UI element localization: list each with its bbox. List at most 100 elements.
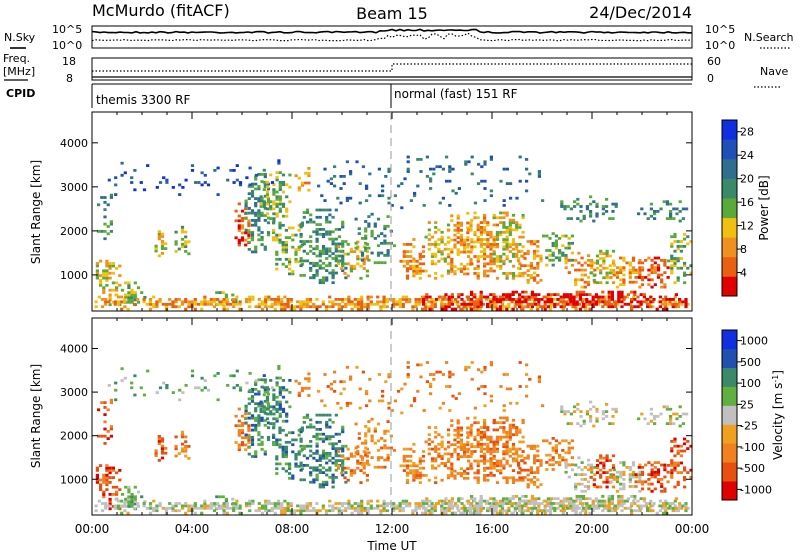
velocity-cell (171, 506, 175, 510)
power-cell (558, 249, 562, 252)
power-cell (315, 223, 319, 226)
velocity-cell (626, 506, 630, 510)
power-cell (262, 202, 266, 206)
velocity-cell (489, 457, 493, 461)
velocity-cell (459, 433, 463, 437)
velocity-cell (106, 408, 110, 412)
velocity-cell (486, 445, 490, 449)
velocity-cell (263, 388, 267, 391)
power-cell (272, 202, 276, 206)
velocity-cell (492, 466, 496, 470)
power-cell (180, 225, 185, 229)
velocity-cell (111, 469, 115, 472)
velocity-cell (684, 504, 688, 508)
power-cell (646, 217, 650, 220)
power-cell (653, 217, 657, 220)
power-cell (275, 233, 279, 237)
velocity-cell (440, 506, 444, 510)
power-cell (545, 234, 549, 238)
power-cell (200, 307, 204, 311)
velocity-cell (331, 435, 335, 438)
power-cell (398, 302, 402, 306)
power-cell (377, 167, 381, 171)
velocity-cell (244, 416, 248, 420)
power-cell (257, 302, 261, 306)
power-cell (334, 264, 338, 268)
power-y-label: Slant Range [km] (29, 160, 43, 264)
power-cell (453, 224, 457, 227)
velocity-cell (171, 509, 175, 513)
velocity-cell (105, 464, 109, 467)
power-cell (336, 196, 340, 200)
power-cell (610, 305, 614, 309)
velocity-cell (411, 509, 415, 513)
velocity-cell (673, 444, 677, 448)
velocity-cell (611, 473, 616, 477)
power-cell (483, 255, 487, 258)
power-cell (483, 199, 487, 202)
power-cell (554, 244, 558, 248)
velocity-cell (318, 468, 322, 472)
velocity-cell (229, 374, 233, 378)
velocity-cell (518, 361, 522, 364)
power-cell (662, 307, 666, 311)
power-cell (362, 259, 366, 263)
power-cell (281, 245, 285, 249)
velocity-cell (617, 502, 621, 505)
velocity-cell (266, 388, 271, 391)
power-cell (602, 266, 606, 270)
velocity-cell (278, 376, 282, 380)
power-cell (95, 276, 99, 280)
power-cell (425, 175, 429, 178)
power-cell (683, 232, 687, 236)
power-cell (382, 305, 386, 309)
velocity-cell (577, 473, 581, 476)
power-cell (537, 298, 541, 301)
power-cell (508, 228, 512, 232)
velocity-cell (671, 509, 675, 513)
power-cell (484, 298, 489, 301)
power-cell (476, 216, 480, 220)
velocity-cell (265, 386, 270, 389)
power-cell (466, 221, 470, 225)
power-cell (302, 302, 306, 306)
velocity-cell (525, 385, 529, 388)
power-cell (180, 242, 185, 246)
power-cell (337, 235, 342, 239)
velocity-cell (157, 435, 161, 438)
power-cell (628, 280, 632, 284)
power-cell (281, 224, 285, 227)
velocity-cell (591, 504, 595, 508)
velocity-cell (387, 373, 391, 376)
power-cell (628, 302, 633, 306)
power-cell (345, 196, 349, 200)
velocity-cell (275, 467, 279, 471)
velocity-cell (148, 504, 153, 508)
velocity-cell (647, 482, 651, 486)
power-cell (369, 300, 373, 304)
power-cell (328, 295, 332, 299)
velocity-cell (633, 497, 637, 501)
power-cell (453, 238, 457, 242)
power-cell (607, 305, 611, 309)
velocity-cell (356, 445, 360, 449)
power-cell (647, 283, 651, 287)
velocity-cell (628, 468, 632, 472)
power-cell (254, 214, 258, 217)
power-cell (222, 298, 226, 301)
velocity-cell (413, 397, 417, 400)
power-cell (656, 276, 661, 279)
velocity-cell (321, 437, 326, 441)
power-cell (644, 276, 648, 279)
power-cell (633, 293, 637, 296)
velocity-cell (123, 509, 127, 513)
velocity-cell (412, 478, 416, 482)
power-cell (650, 271, 654, 274)
power-cell (168, 302, 172, 306)
velocity-cell (650, 468, 654, 472)
velocity-cell (676, 461, 680, 465)
power-cell (467, 228, 471, 232)
power-cell (106, 232, 110, 236)
power-cell (367, 258, 371, 262)
